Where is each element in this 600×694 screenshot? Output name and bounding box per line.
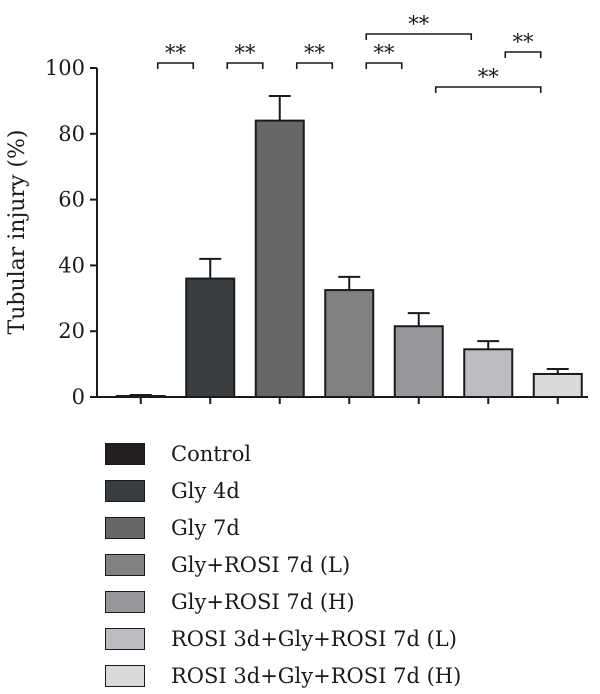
legend-swatch xyxy=(105,442,145,465)
legend-swatch xyxy=(105,553,145,576)
significance-bracket xyxy=(365,33,473,40)
legend-label: ROSI 3d+Gly+ROSI 7d (L) xyxy=(171,626,457,651)
significance-label: ** xyxy=(374,41,396,65)
legend-swatch xyxy=(105,664,145,687)
significance-label: ** xyxy=(478,65,500,89)
legend-swatch xyxy=(105,516,145,539)
significance-bracket xyxy=(295,62,334,69)
bar xyxy=(324,289,375,399)
legend-label: Gly+ROSI 7d (L) xyxy=(171,552,351,577)
significance-bracket xyxy=(504,51,542,58)
legend-swatch xyxy=(105,479,145,502)
legend-label: Gly 4d xyxy=(171,478,240,503)
legend-item: Gly+ROSI 7d (L) xyxy=(105,546,575,583)
y-tick-label: 0 xyxy=(72,385,85,409)
significance-label: ** xyxy=(304,41,326,65)
y-tick-label: 40 xyxy=(58,253,85,277)
significance-bracket xyxy=(365,62,403,69)
chart-bars xyxy=(115,94,583,399)
bar xyxy=(254,119,305,398)
bar-chart: 0 20 40 60 80 100 ** ** ** ** ** ** ** Tubular inju… xyxy=(5,12,588,409)
y-tick-label: 80 xyxy=(58,122,85,146)
legend-item: ROSI 3d+Gly+ROSI 7d (H) xyxy=(105,657,575,694)
significance-label: ** xyxy=(513,30,535,54)
y-tick-label: 60 xyxy=(58,188,85,212)
legend-swatch xyxy=(105,590,145,613)
significance-bracket xyxy=(226,62,264,69)
legend-label: Gly 7d xyxy=(171,515,240,540)
y-tick-label: 20 xyxy=(58,319,85,343)
legend: Control Gly 4d Gly 7d Gly+ROSI 7d (L) Gly+RO… xyxy=(105,435,575,694)
legend-item: ROSI 3d+Gly+ROSI 7d (L) xyxy=(105,620,575,657)
legend-swatch xyxy=(105,627,145,650)
significance-brackets: ** ** ** ** ** ** ** xyxy=(156,12,542,93)
legend-label: Control xyxy=(171,441,252,466)
legend-item: Gly 7d xyxy=(105,509,575,546)
significance-label: ** xyxy=(165,41,187,65)
bar xyxy=(393,325,444,399)
y-axis-label: Tubular injury (%) xyxy=(5,130,30,335)
significance-bracket xyxy=(156,62,195,69)
significance-label: ** xyxy=(235,41,257,65)
significance-bracket xyxy=(434,86,542,93)
bar xyxy=(115,395,166,399)
legend-item: Control xyxy=(105,435,575,472)
legend-label: Gly+ROSI 7d (H) xyxy=(171,589,355,614)
y-tick-label: 100 xyxy=(45,56,85,80)
significance-label: ** xyxy=(408,12,430,36)
legend-label: ROSI 3d+Gly+ROSI 7d (H) xyxy=(171,663,462,688)
bar xyxy=(185,277,236,398)
legend-item: Gly 4d xyxy=(105,472,575,509)
chart-axes: 0 20 40 60 80 100 xyxy=(45,56,588,409)
bar xyxy=(463,348,514,399)
legend-item: Gly+ROSI 7d (H) xyxy=(105,583,575,620)
bar xyxy=(532,372,583,399)
